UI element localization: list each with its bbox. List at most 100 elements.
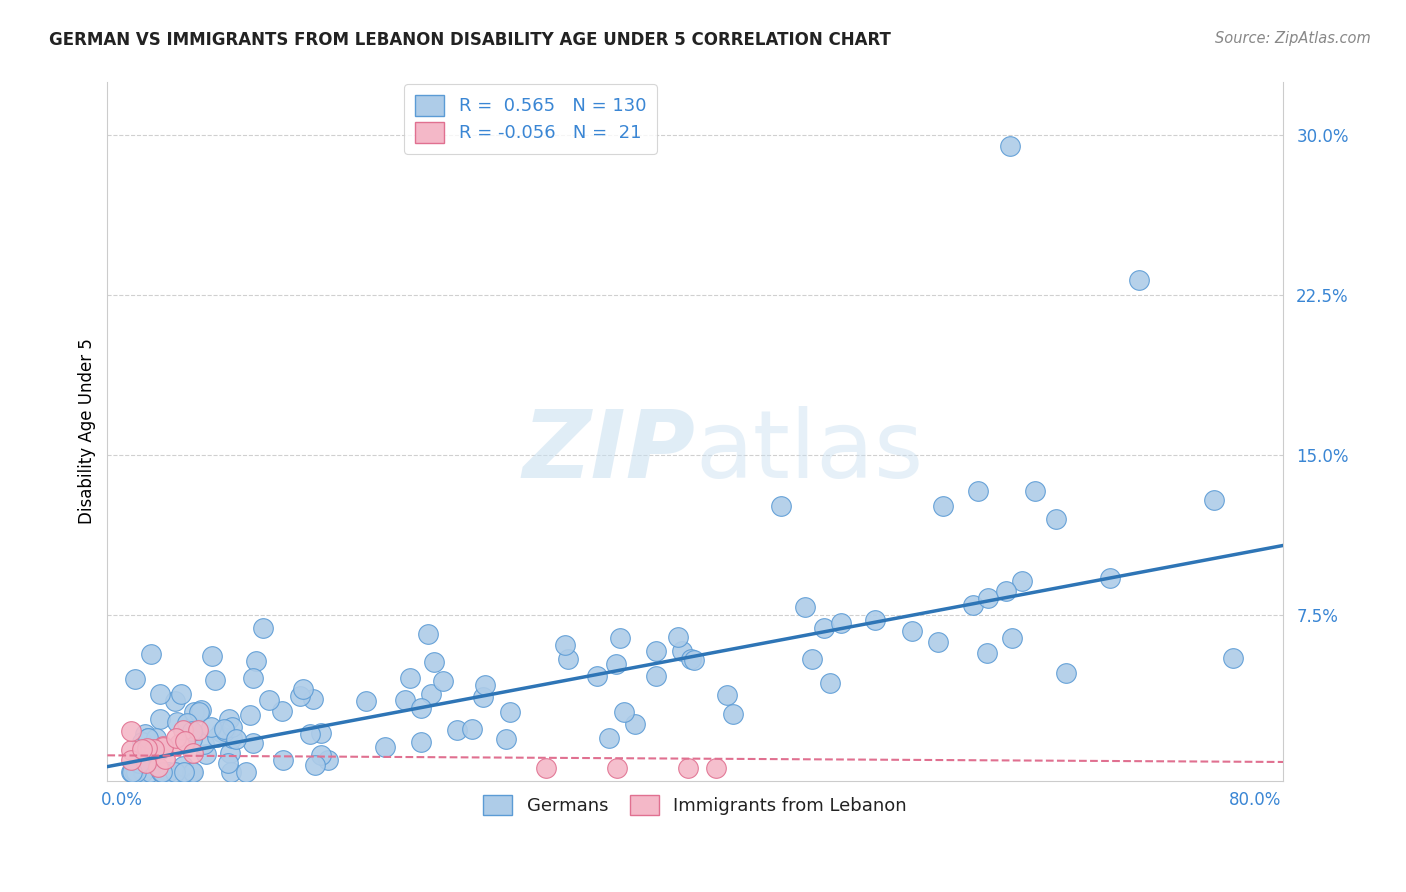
Point (471, 690, 494, 704)
Point (606, 761, 628, 775)
Point (120, 765, 142, 780)
Point (1024, 484, 1046, 499)
Point (800, 651, 823, 665)
Point (128, 756, 150, 770)
Point (163, 694, 186, 708)
Point (927, 635, 949, 649)
Point (252, 621, 274, 635)
Point (124, 672, 146, 686)
Point (136, 731, 159, 745)
Text: Source: ZipAtlas.com: Source: ZipAtlas.com (1215, 31, 1371, 46)
Point (374, 739, 396, 754)
Point (304, 758, 326, 772)
Point (205, 730, 228, 744)
Point (554, 638, 576, 652)
Point (498, 705, 520, 719)
Point (150, 765, 173, 780)
Point (399, 671, 422, 685)
Point (181, 746, 204, 760)
Point (830, 616, 852, 631)
Point (173, 765, 195, 780)
Point (242, 671, 264, 685)
Text: GERMAN VS IMMIGRANTS FROM LEBANON DISABILITY AGE UNDER 5 CORRELATION CHART: GERMAN VS IMMIGRANTS FROM LEBANON DISABI… (49, 31, 891, 49)
Point (173, 765, 195, 780)
Point (976, 646, 998, 660)
Point (134, 748, 156, 763)
Point (221, 720, 243, 734)
Point (190, 703, 212, 717)
Point (613, 705, 636, 719)
Point (394, 693, 416, 707)
Point (157, 765, 180, 780)
Legend: Germans, Immigrants from Lebanon: Germans, Immigrants from Lebanon (474, 786, 915, 824)
Point (998, 138, 1021, 153)
Point (245, 655, 267, 669)
Point (165, 731, 187, 745)
Point (176, 716, 198, 731)
Point (932, 499, 955, 513)
Point (461, 723, 484, 737)
Point (149, 687, 172, 701)
Point (309, 747, 332, 762)
Point (135, 739, 157, 754)
Point (769, 500, 792, 514)
Point (967, 484, 990, 499)
Point (170, 687, 193, 701)
Point (863, 613, 886, 627)
Point (181, 765, 204, 780)
Point (136, 741, 159, 756)
Point (167, 737, 190, 751)
Point (132, 765, 155, 780)
Point (188, 705, 211, 719)
Point (156, 765, 179, 780)
Point (1054, 666, 1077, 681)
Point (585, 669, 607, 683)
Point (666, 630, 689, 644)
Point (217, 756, 239, 771)
Point (645, 668, 668, 682)
Point (218, 712, 240, 726)
Point (609, 631, 631, 645)
Point (212, 722, 235, 736)
Point (420, 687, 443, 701)
Point (181, 725, 204, 739)
Point (193, 737, 215, 751)
Point (149, 741, 172, 756)
Point (172, 758, 194, 772)
Point (977, 591, 1000, 605)
Point (145, 731, 167, 745)
Point (354, 694, 377, 708)
Point (135, 756, 157, 770)
Text: ZIP: ZIP (522, 407, 695, 499)
Point (474, 678, 496, 692)
Point (120, 753, 142, 767)
Point (298, 726, 321, 740)
Point (681, 652, 703, 666)
Point (793, 599, 815, 614)
Point (200, 720, 222, 734)
Point (1001, 631, 1024, 645)
Point (557, 652, 579, 666)
Point (1222, 650, 1244, 665)
Point (239, 708, 262, 723)
Point (152, 739, 174, 754)
Point (605, 657, 627, 672)
Point (221, 731, 243, 745)
Point (155, 752, 177, 766)
Point (716, 688, 738, 702)
Point (149, 765, 172, 780)
Point (706, 761, 728, 775)
Point (225, 731, 247, 746)
Point (818, 675, 841, 690)
Point (536, 761, 558, 775)
Point (1128, 273, 1150, 287)
Point (683, 653, 706, 667)
Point (676, 761, 699, 775)
Point (142, 742, 165, 756)
Point (598, 731, 620, 745)
Point (994, 584, 1017, 599)
Point (645, 644, 668, 658)
Point (187, 723, 209, 737)
Point (120, 743, 142, 757)
Point (136, 749, 159, 764)
